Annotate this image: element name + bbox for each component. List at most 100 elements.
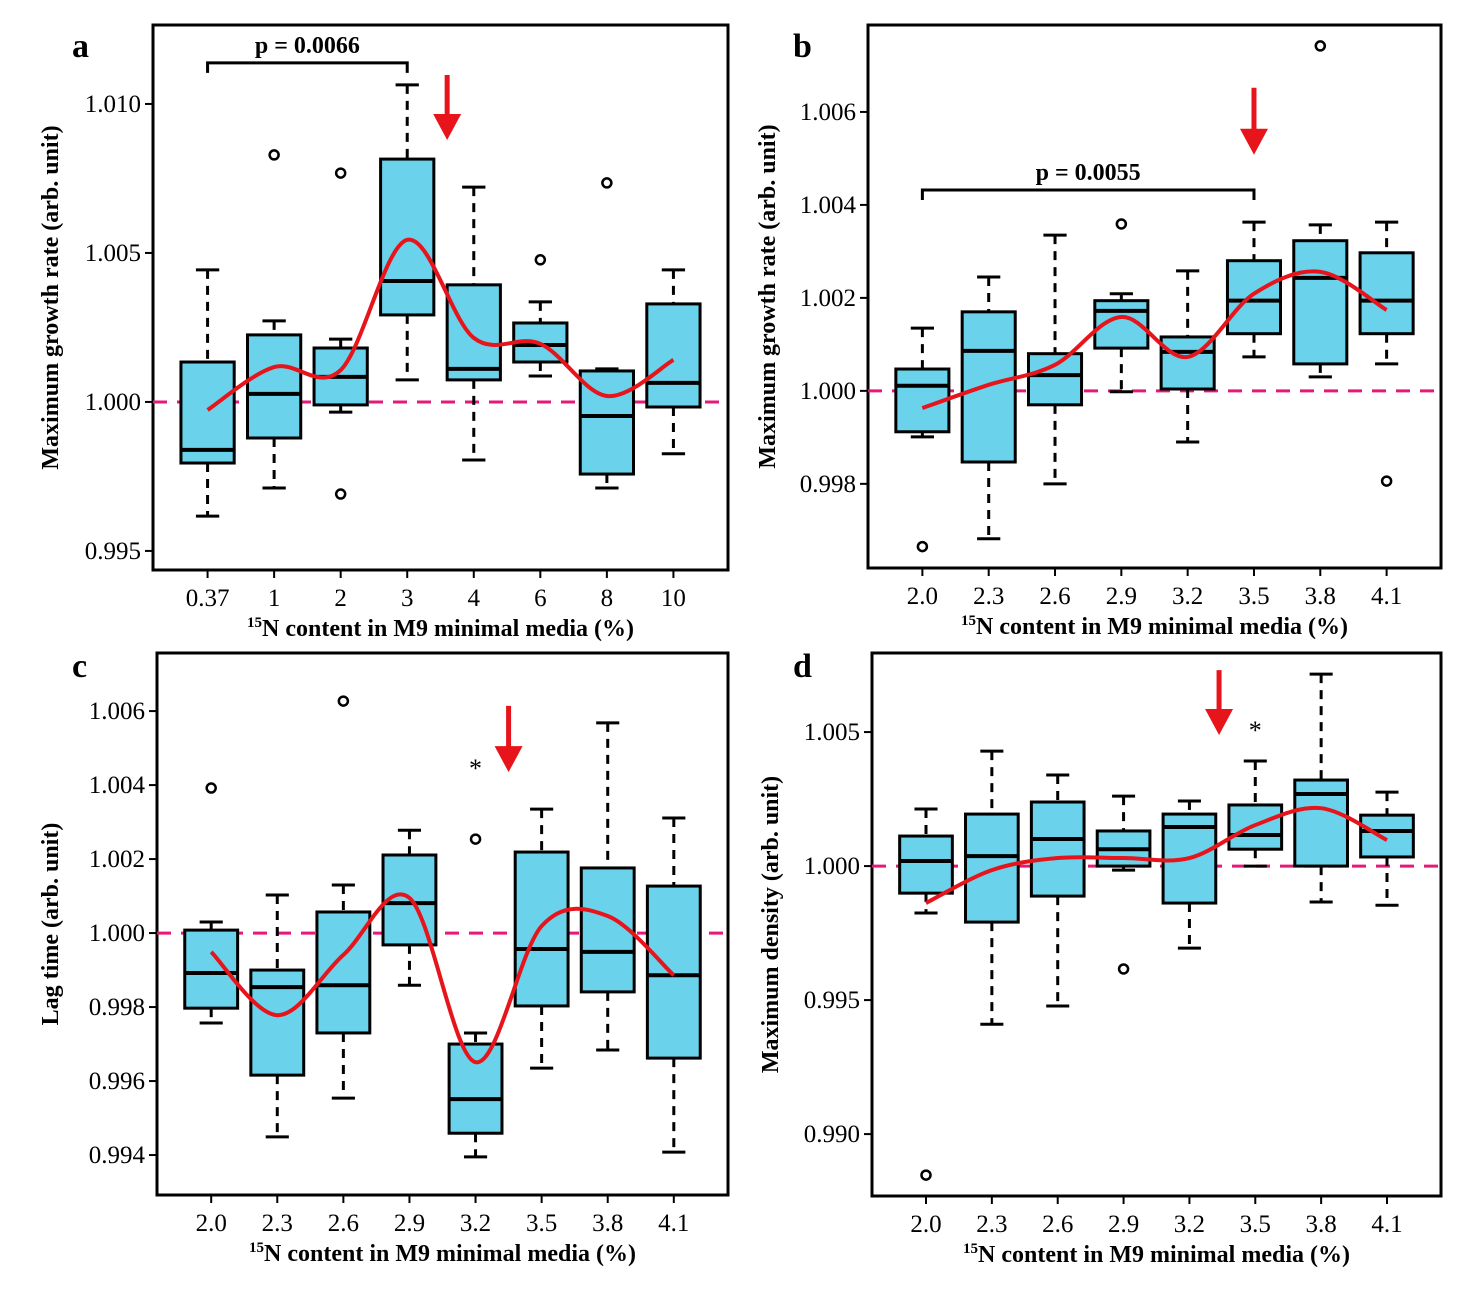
panel-letter: b: [793, 28, 812, 65]
x-tick-label: 2.9: [394, 1210, 425, 1237]
x-axis-label-text: N content in M9 minimal media (%): [264, 1241, 636, 1267]
box-iqr: [1358, 251, 1415, 336]
significance-asterisk: *: [1249, 716, 1262, 745]
y-tick-label: 1.004: [800, 192, 857, 219]
y-tick-label: 0.990: [804, 1121, 860, 1148]
x-tick-label: 3.2: [1174, 1211, 1205, 1238]
box-3.2: [447, 833, 504, 1159]
y-tick-label: 0.994: [89, 1142, 146, 1169]
box-1: [246, 149, 303, 490]
box-iqr: [1026, 352, 1084, 407]
x-axis-label: 15N content in M9 minimal media (%): [961, 613, 1348, 640]
x-tick-label: 3.5: [1238, 583, 1269, 610]
box-4: [445, 185, 502, 462]
x-tick-label: 2.3: [973, 583, 1004, 610]
p-value-label: p = 0.0066: [255, 33, 360, 59]
y-axis-label: Maximum density (arb. unit): [758, 776, 784, 1073]
outlier-point: [920, 1169, 932, 1181]
outlier-point: [1380, 475, 1393, 487]
arrow-down-icon: [433, 114, 462, 141]
panel-a: 0.995 1.000 1.005 1.010 0.37 1 2 3 4 6 8 10 p = 0.00…: [38, 23, 730, 642]
x-tick-label: 3.2: [1172, 583, 1203, 610]
box-3.2: [1161, 799, 1218, 950]
x-tick-label: 3.5: [526, 1210, 557, 1237]
box-4.1: [645, 816, 702, 1154]
y-tick-label: 1.006: [800, 99, 856, 126]
significance-asterisk: *: [469, 754, 482, 783]
box-2.9: [1093, 218, 1150, 394]
y-tick-label: 1.005: [85, 240, 141, 267]
outlier-point: [916, 540, 929, 553]
box-iqr: [447, 1042, 504, 1135]
x-tick-label: 2.0: [196, 1210, 227, 1237]
plot-frame: [151, 23, 730, 572]
panel-d: 0.990 0.995 1.000 1.005 2.0 2.3 2.6 2.9 3.2 3.5 3.…: [758, 648, 1443, 1268]
y-tick-label: 0.998: [89, 994, 145, 1021]
box-2.3: [960, 275, 1017, 541]
outlier-point: [1115, 218, 1128, 230]
box-2.6: [315, 695, 372, 1100]
box-2.0: [183, 782, 240, 1025]
x-tick-label: 4.1: [1371, 1211, 1402, 1238]
x-tick-label: 10: [661, 585, 686, 612]
x-axis-label-text: N content in M9 minimal media (%): [262, 616, 634, 642]
y-axis-label: Maximum growth rate (arb. unit): [38, 125, 64, 469]
x-tick-label: 3: [401, 585, 414, 612]
smooth-curve: [209, 892, 676, 1065]
y-tick-label: 1.000: [804, 853, 860, 880]
arrow-down-icon: [1205, 709, 1234, 736]
outlier-point: [334, 167, 347, 179]
x-tick-label: 2.6: [328, 1210, 359, 1237]
panel-letter: d: [793, 648, 812, 685]
y-tick-label: 0.996: [89, 1068, 145, 1095]
x-tick-label: 2.3: [976, 1211, 1007, 1238]
box-2.0: [894, 326, 951, 553]
x-axis-label-superscript: 15: [249, 1240, 264, 1256]
box-3.5: [1225, 220, 1283, 359]
panel-letter: a: [72, 28, 89, 65]
plot-frame: [866, 23, 1443, 570]
box-4.1: [1359, 790, 1415, 907]
x-axis-label: 15N content in M9 minimal media (%): [249, 1240, 636, 1267]
arrow-down-icon: [494, 746, 523, 773]
outlier-point: [337, 695, 350, 707]
box-3.8: [579, 721, 636, 1052]
x-tick-label: 2.6: [1039, 583, 1070, 610]
box-iqr: [1359, 813, 1415, 859]
x-tick-label: 2.6: [1042, 1211, 1073, 1238]
y-tick-label: 1.000: [89, 920, 145, 947]
plot-frame: [155, 651, 730, 1197]
panel-c: 0.994 0.996 0.998 1.000 1.002 1.004 1.006 2.0 2.…: [38, 648, 730, 1267]
box-2.6: [1026, 233, 1084, 486]
y-tick-label: 0.995: [85, 538, 141, 565]
y-tick-label: 1.000: [85, 389, 141, 416]
x-tick-label: 2: [334, 585, 347, 612]
box-iqr: [579, 866, 636, 994]
box-3.5: [513, 807, 570, 1070]
box-8: [578, 177, 635, 490]
x-tick-label: 0.37: [186, 585, 230, 612]
box-iqr: [379, 157, 436, 317]
y-tick-label: 1.002: [800, 285, 856, 312]
smooth-curve: [206, 237, 675, 412]
outlier-point: [334, 488, 347, 500]
p-value-label: p = 0.0055: [1036, 160, 1141, 186]
significance-bracket: [920, 188, 1256, 201]
box-2.0: [898, 807, 954, 1181]
box-3.8: [1293, 672, 1349, 904]
x-tick-label: 2.0: [910, 1211, 941, 1238]
outlier-point: [1117, 963, 1130, 975]
box-iqr: [246, 333, 303, 440]
x-axis-label-text: N content in M9 minimal media (%): [976, 614, 1348, 640]
box-2.3: [249, 893, 306, 1139]
box-iqr: [898, 834, 954, 895]
x-axis-label: 15N content in M9 minimal media (%): [247, 615, 634, 642]
x-tick-label: 8: [601, 585, 614, 612]
outlier-point: [534, 254, 547, 266]
y-axis-label: Lag time (arb. unit): [38, 823, 64, 1026]
smooth-curve: [925, 805, 1388, 905]
arrow-down-icon: [1239, 128, 1268, 155]
x-axis-label-superscript: 15: [961, 613, 976, 629]
y-tick-label: 1.005: [804, 719, 860, 746]
smooth-curve: [921, 269, 1388, 410]
